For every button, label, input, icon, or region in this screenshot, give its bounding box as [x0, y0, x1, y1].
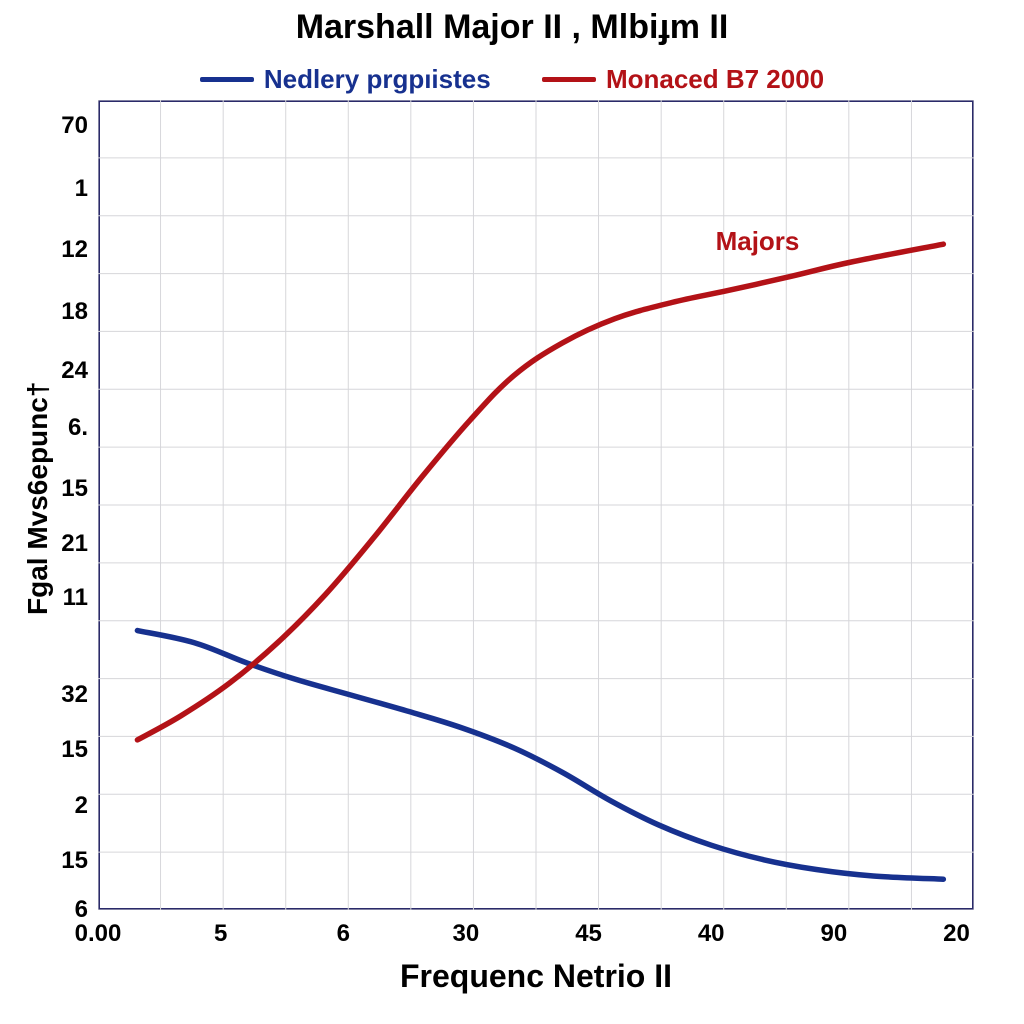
x-tick-4: 45: [549, 920, 629, 948]
chart-container: Marshall Major II , Mlbiɟm II Nedlery pr…: [0, 0, 1024, 1024]
y-tick-8: 11: [36, 584, 88, 612]
y-tick-9: 32: [36, 681, 88, 709]
legend-swatch-0: [200, 77, 254, 82]
chart-title: Marshall Major II , Mlbiɟm II: [0, 8, 1024, 47]
x-tick-7: 20: [916, 920, 996, 948]
y-tick-3: 18: [36, 298, 88, 326]
annotation-0: Majors: [716, 226, 800, 257]
x-tick-1: 5: [181, 920, 261, 948]
plot-svg: [98, 100, 974, 910]
y-tick-4: 24: [36, 357, 88, 385]
x-tick-3: 30: [426, 920, 506, 948]
x-tick-5: 40: [671, 920, 751, 948]
y-tick-0: 70: [36, 112, 88, 140]
y-tick-2: 12: [36, 236, 88, 264]
chart-legend: Nedlery prgpıistes Monaced B7 2000: [0, 58, 1024, 95]
y-tick-10: 15: [36, 736, 88, 764]
y-tick-5: 6.: [36, 414, 88, 442]
legend-item-1: Monaced B7 2000: [542, 64, 824, 95]
y-tick-12: 15: [36, 847, 88, 875]
x-tick-6: 90: [794, 920, 874, 948]
x-tick-2: 6: [303, 920, 383, 948]
y-tick-6: 15: [36, 475, 88, 503]
x-tick-0: 0.00: [58, 920, 138, 948]
x-axis-label: Frequenc Netrio II: [98, 958, 974, 995]
y-tick-11: 2: [36, 792, 88, 820]
legend-item-0: Nedlery prgpıistes: [200, 64, 491, 95]
legend-label-0: Nedlery prgpıistes: [264, 64, 491, 95]
legend-label-1: Monaced B7 2000: [606, 64, 824, 95]
series-blue: [137, 631, 943, 880]
legend-swatch-1: [542, 77, 596, 82]
y-tick-1: 1: [36, 175, 88, 203]
y-tick-7: 21: [36, 530, 88, 558]
